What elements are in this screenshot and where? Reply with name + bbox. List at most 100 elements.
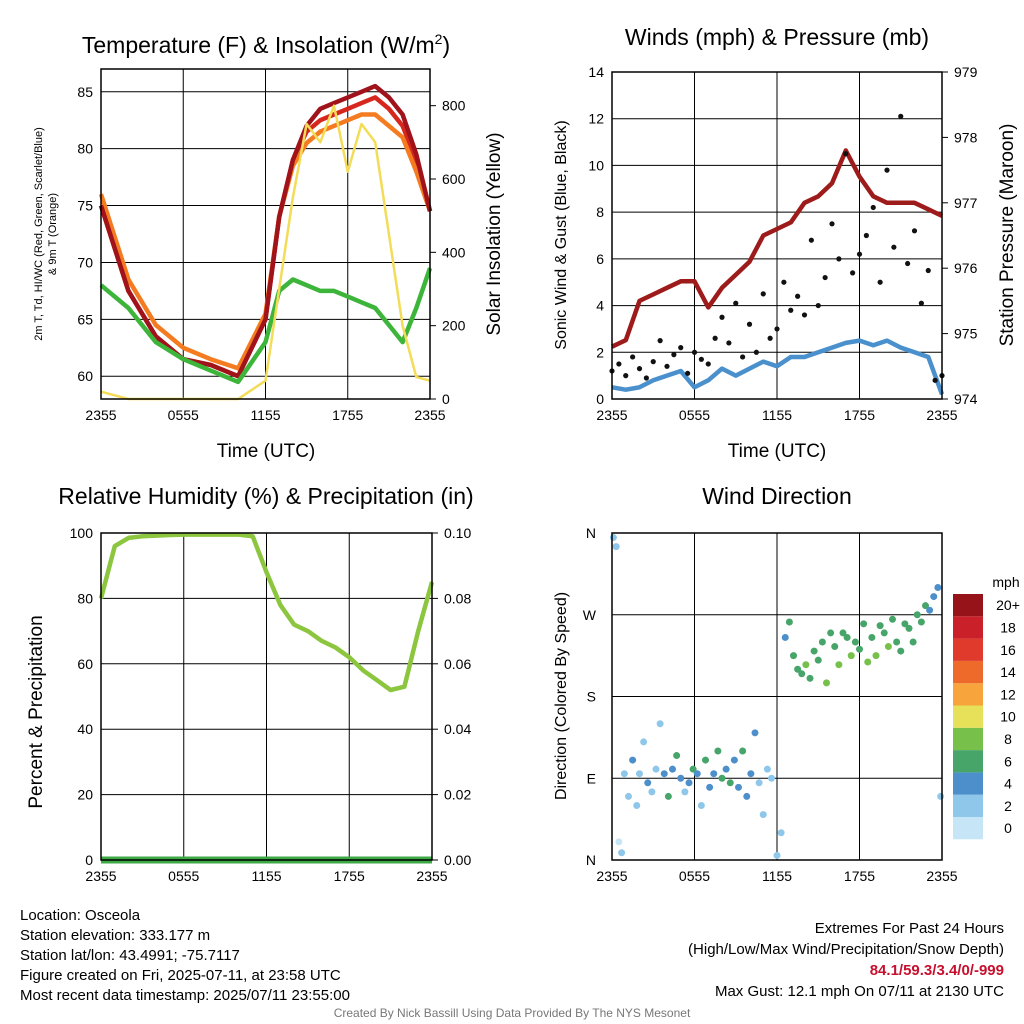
panel2-gust-point [925,267,931,274]
panel4-direction-point [612,543,620,551]
panel2-y2-tick-label: 974 [954,391,978,407]
panel1-x-tick-label: 2355 [85,407,116,423]
panel4-direction-point [897,647,905,655]
panel4-direction-point [722,765,730,773]
panel2-gust-point [753,349,759,355]
station-info: Location: Osceola Station elevation: 333… [20,906,350,1006]
panel2-gust-point [795,293,801,299]
panel4-direction-point [864,658,872,666]
panel1-y-tick-label: 65 [77,311,93,327]
panel4-direction-point [937,792,945,800]
panel4-direction-point [697,802,705,809]
location-text: Location: Osceola [20,907,141,924]
extremes-values: 84.1/59.3/3.4/0/-999 [869,962,1004,979]
panel2-x-tick-label: 2355 [926,407,957,423]
panel4-direction-point [930,593,938,601]
panel4-direction-point [810,647,818,655]
panel4-direction-point [823,679,830,687]
panel2-y-tick-label: 8 [596,204,604,220]
panel2-gust-point [671,352,677,358]
panel2-gust-point [712,335,718,341]
panel4-frame [611,532,943,861]
panel4-direction-point [673,752,681,760]
panel2-gust-point [781,279,787,285]
legend-label: 0 [1004,820,1012,836]
panel3-x-tick-label: 1155 [251,868,281,884]
panel2-gust-point [733,300,739,306]
legend-title: mph [992,574,1019,590]
panel4-direction-point [620,770,628,778]
latlon-text: Station lat/lon: 43.4991; -75.7117 [20,947,240,964]
panel2-frame [611,71,943,400]
panel4-direction-point [714,747,722,755]
panel3-series-relative-humidity [98,532,435,693]
panel4-direction-point [609,534,617,542]
panel2-xlabel: Time (UTC) [728,441,827,462]
panel4-direction-point [693,770,701,778]
panel2-gust-point [746,321,753,327]
panel3-y2-tick-label: 0.00 [444,852,471,868]
panel4-direction-point [917,618,925,626]
legend-swatch [953,594,983,617]
panel2-y2-tick-label: 978 [954,129,978,145]
panel4-x-tick-label: 1155 [762,868,792,884]
panel1-x-tick-label: 2355 [414,407,445,423]
legend-label: 14 [1000,664,1016,680]
panel2-y2-tick-label: 976 [954,260,978,276]
panel3-y-tick-label: 40 [77,721,93,737]
panel3-y2-tick-label: 0.08 [444,590,471,606]
panel3-x-tick-label: 0555 [168,868,199,884]
panel1-xlabel: Time (UTC) [217,441,316,462]
panel4-direction-point [681,788,689,796]
panel4-direction-point [636,770,643,778]
panel4-direction-point [648,788,656,796]
panel4-direction-point [905,624,913,632]
panel4-direction-point [827,629,835,637]
panel2-gust-point [760,291,766,297]
panel1-y2-tick-label: 400 [442,244,466,260]
legend-label: 4 [1004,776,1012,792]
panel3-y-tick-label: 0 [85,852,93,868]
panel2-gust-point [636,366,643,372]
panel1-title-main: Temperature (F) & Insolation (W/m [82,32,435,58]
panel2-gust-point [801,312,808,318]
panel2-x-tick-label: 1755 [844,407,875,423]
panel2-gust-point [664,363,670,369]
panel2-y-tick-label: 12 [588,111,604,127]
panel2-y2-tick-label: 977 [954,195,978,211]
legend-swatch [953,683,983,706]
extremes-box: Extremes For Past 24 Hours (High/Low/Max… [688,918,1004,1002]
panel4-direction-point [922,602,929,610]
panel2-x-tick-label: 1155 [762,407,792,423]
panel2-title: Winds (mph) & Pressure (mb) [625,24,929,50]
panel4-direction-point [685,779,693,787]
panel2-y-tick-label: 10 [588,157,604,173]
panel4-direction-point [794,665,802,673]
panel4-direction-point [718,774,726,782]
extremes-title: Extremes For Past 24 Hours [814,920,1004,937]
panel1-x-tick-label: 1155 [250,407,280,423]
max-gust-text: Max Gust: 12.1 mph On 07/11 at 2130 UTC [714,983,1004,1000]
panel2-gust-point [850,270,856,276]
panel4-direction-point [901,620,909,628]
panel2-gust-point [740,354,746,360]
panel2-ylabel: Sonic Wind & Gust (Blue, Black) [553,120,570,349]
legend-swatch [953,638,983,661]
panel4-direction-point [735,783,742,791]
panel1-x-tick-label: 0555 [168,407,199,423]
legend-label: 6 [1004,753,1012,769]
panel4-direction-point [747,770,755,778]
extremes-subtitle: (High/Low/Max Wind/Precipitation/Snow De… [688,941,1004,958]
panel4-direction-point [909,638,917,646]
panel4-direction-point [702,756,709,764]
panel4-direction-point [777,829,785,837]
panel4-direction-point [618,849,626,857]
panel3-y-tick-label: 80 [77,590,93,606]
panel1-y-tick-label: 85 [77,84,93,100]
panel4-direction-point [851,638,859,646]
created-text: Figure created on Fri, 2025-07-11, at 23… [20,967,341,984]
panel2-gust-point [843,151,849,157]
panel4-direction-point [880,629,888,637]
panel2-x-tick-label: 2355 [596,407,627,423]
